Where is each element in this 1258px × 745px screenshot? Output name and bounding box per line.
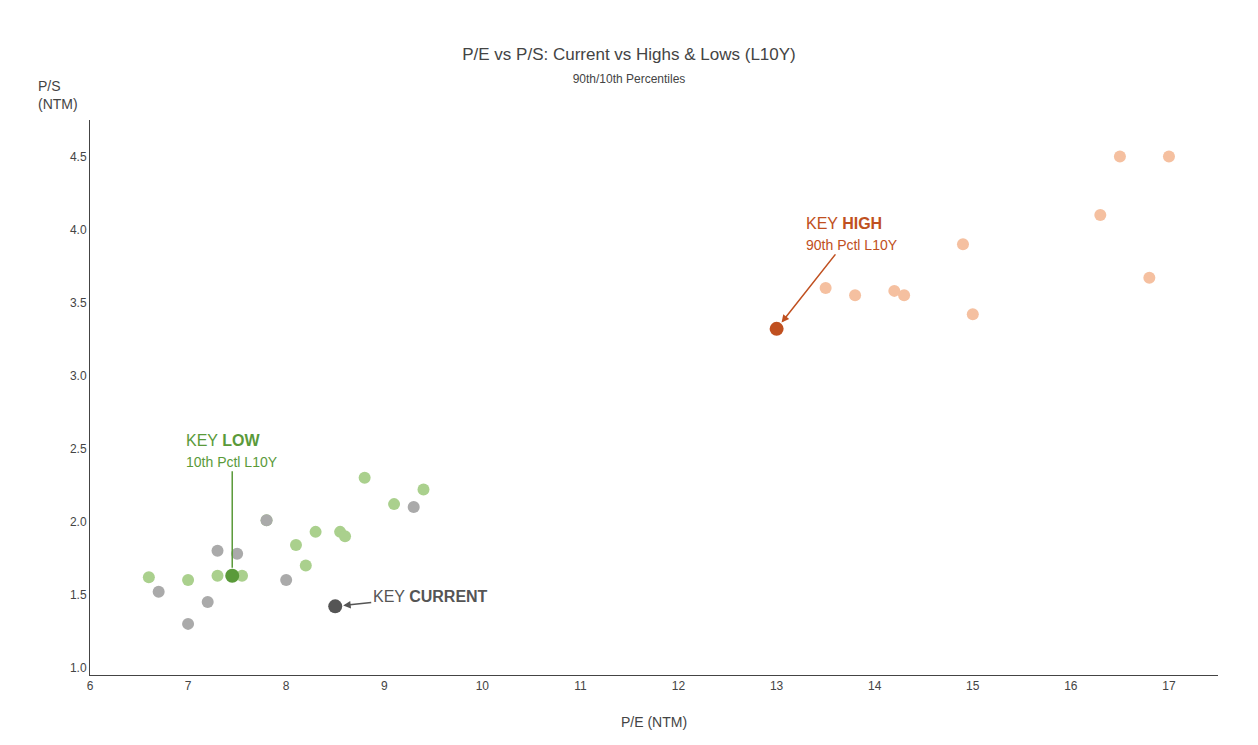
svg-text:KEY CURRENT: KEY CURRENT (373, 588, 488, 605)
svg-text:4.0: 4.0 (70, 223, 87, 237)
svg-text:KEY LOW10th Pctl L10Y: KEY LOW10th Pctl L10Y (186, 432, 278, 470)
svg-text:P/S(NTM): P/S(NTM) (38, 78, 78, 112)
svg-text:P/E vs P/S: Current vs Highs &: P/E vs P/S: Current vs Highs & Lows (L10… (462, 45, 796, 64)
svg-text:15: 15 (966, 679, 980, 693)
svg-text:16: 16 (1064, 679, 1078, 693)
svg-text:17: 17 (1162, 679, 1176, 693)
svg-text:3.0: 3.0 (70, 369, 87, 383)
svg-text:1.5: 1.5 (70, 588, 87, 602)
svg-text:P/E (NTM): P/E (NTM) (621, 714, 687, 730)
svg-text:KEY HIGH90th Pctl L10Y: KEY HIGH90th Pctl L10Y (806, 215, 898, 253)
svg-text:8: 8 (283, 679, 290, 693)
svg-text:2.5: 2.5 (70, 442, 87, 456)
svg-text:3.5: 3.5 (70, 296, 87, 310)
svg-text:7: 7 (185, 679, 192, 693)
svg-text:14: 14 (868, 679, 882, 693)
svg-text:2.0: 2.0 (70, 515, 87, 529)
svg-text:11: 11 (574, 679, 587, 693)
svg-text:90th/10th Percentiles: 90th/10th Percentiles (573, 72, 686, 86)
svg-text:10: 10 (476, 679, 490, 693)
svg-text:12: 12 (672, 679, 686, 693)
svg-text:6: 6 (87, 679, 94, 693)
svg-text:13: 13 (770, 679, 784, 693)
svg-text:1.0: 1.0 (70, 661, 87, 675)
svg-text:9: 9 (381, 679, 388, 693)
svg-text:4.5: 4.5 (70, 150, 87, 164)
